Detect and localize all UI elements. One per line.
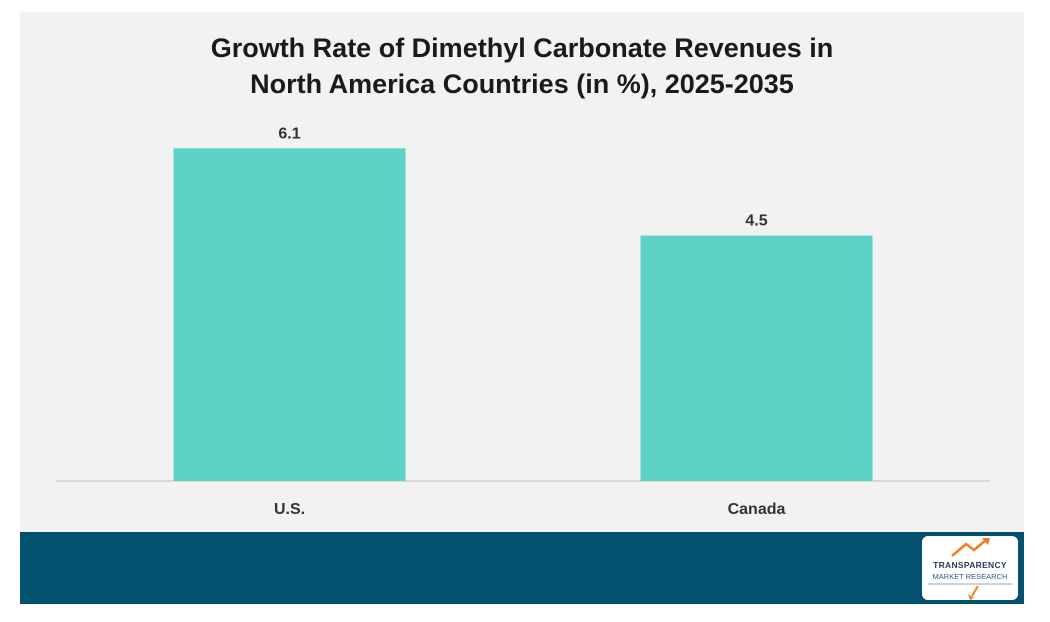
chart-title: Growth Rate of Dimethyl Carbonate Revenu… — [20, 30, 1024, 102]
x-tick-label: U.S. — [274, 501, 305, 518]
logo-text-secondary: MARKET RESEARCH — [932, 572, 1008, 581]
x-tick-label: Canada — [728, 501, 786, 518]
logo-text-primary: TRANSPARENCY — [933, 560, 1007, 570]
data-label: 6.1 — [278, 125, 300, 142]
data-label: 4.5 — [745, 213, 767, 230]
chart-panel: Growth Rate of Dimethyl Carbonate Revenu… — [20, 12, 1024, 532]
footer-band: TRANSPARENCY MARKET RESEARCH — [20, 532, 1024, 604]
logo-tagline-line — [928, 583, 1012, 585]
chart-title-line-2: North America Countries (in %), 2025-203… — [250, 69, 794, 99]
bar-chart: 6.1 U.S. 4.5 Canada — [56, 125, 990, 518]
rising-arrow-icon — [951, 538, 990, 600]
chart-title-line-1: Growth Rate of Dimethyl Carbonate Revenu… — [210, 33, 834, 63]
bar-u-s — [173, 148, 406, 482]
bar-canada — [640, 235, 873, 481]
company-logo: TRANSPARENCY MARKET RESEARCH — [922, 536, 1018, 600]
